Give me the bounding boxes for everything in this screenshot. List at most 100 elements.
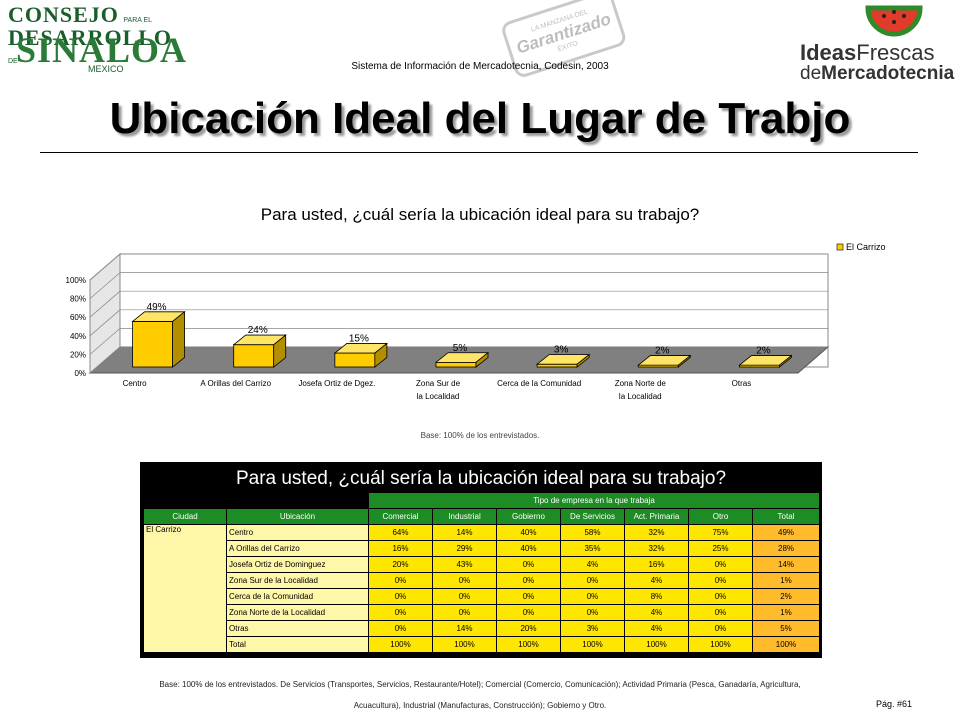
table-cell: 20%: [368, 556, 433, 573]
table-cell: 0%: [432, 572, 497, 589]
bar-side: [172, 310, 185, 368]
bar-side: [273, 334, 287, 368]
chart-gridline: [89, 290, 121, 318]
system-caption: Sistema de Información de Mercadotecnia,…: [351, 61, 609, 72]
y-tick-label: 80%: [70, 295, 86, 304]
logo-line2-small: DE: [8, 58, 18, 65]
logo-sinaloa: SINALOA: [16, 30, 188, 70]
bar-data-label: 2%: [756, 346, 771, 357]
table-group-header-row: Tipo de empresa en la que trabaja: [143, 492, 821, 509]
watermelon-icon: [865, 5, 923, 37]
table-cell: 3%: [560, 620, 625, 637]
table-cell: 4%: [624, 620, 689, 637]
y-tick-label: 0%: [74, 369, 86, 378]
table-cell: 16%: [624, 556, 689, 573]
x-tick-label: la Localidad: [619, 392, 662, 401]
table-cell: 58%: [560, 524, 625, 541]
table-row-label: Zona Norte de la Localidad: [226, 604, 369, 621]
table-cell: 0%: [688, 572, 753, 589]
table-row-label: Cerca de la Comunidad: [226, 588, 369, 605]
table-cell: 16%: [368, 540, 433, 557]
bar-side: [779, 354, 792, 368]
table-cell: 0%: [368, 572, 433, 589]
slide-title: Ubicación Ideal del Lugar de Trabjo: [109, 94, 851, 143]
table-header-cell: Industrial: [432, 508, 497, 525]
brand-ideas: Ideas: [800, 40, 857, 65]
chart-legend: [829, 229, 911, 267]
brand-de: de: [800, 63, 822, 84]
table-row: Josefa Ortiz de Dominguez 20% 43% 0% 4% 16% 0%…: [144, 556, 821, 573]
bar-front: [536, 363, 578, 368]
table-cell: 32%: [624, 540, 689, 557]
table-cell: 100%: [432, 636, 497, 653]
bar-front: [435, 361, 477, 368]
table-cell: 75%: [688, 524, 753, 541]
table-cell: 0%: [688, 604, 753, 621]
chart-gridline: [89, 346, 121, 374]
table-cell: 0%: [496, 588, 561, 605]
table-row: A Orillas del Carrizo 16% 29% 40% 35% 32% 25% 2…: [144, 540, 821, 557]
table-cell: 100%: [624, 636, 689, 653]
table-cell: 100%: [751, 636, 821, 653]
table-cell: 4%: [624, 604, 689, 621]
table-cell: 100%: [368, 636, 433, 653]
x-tick-label: Centro: [123, 379, 148, 388]
table-header-cell: Comercial: [368, 508, 433, 525]
table-row-label: Zona Sur de la Localidad: [226, 572, 369, 589]
legend-swatch: [836, 243, 844, 251]
table-cell: 0%: [688, 588, 753, 605]
brand-mercadotecnia: Mercadotecnia: [821, 63, 955, 84]
table-cell: 100%: [560, 636, 625, 653]
brand-frescas: Frescas: [856, 40, 935, 65]
logo-mexico: MEXICO: [88, 64, 124, 74]
bar-data-label: 49%: [147, 302, 167, 313]
table-header-cell: Otro: [688, 508, 753, 525]
table-cell: 0%: [368, 588, 433, 605]
table-header-cell: Act. Primaria: [624, 508, 689, 525]
legend-label: El Carrizo: [846, 242, 886, 252]
page-number: Pág. #61: [876, 699, 913, 709]
table-cell: 0%: [496, 572, 561, 589]
footnote: Base: 100% de los entrevistados. De Serv…: [100, 674, 860, 716]
table-cell: 0%: [368, 620, 433, 637]
x-tick-label: Cerca de la Comunidad: [497, 379, 581, 388]
bar-data-label: 3%: [554, 345, 569, 356]
table-header-cell: Ciudad: [143, 508, 227, 525]
table-cell: 0%: [688, 556, 753, 573]
logo-line1: CONSEJO: [8, 2, 119, 27]
table-cell: 0%: [560, 604, 625, 621]
logo-line1-small: PARA EL: [123, 17, 153, 24]
bar-side: [374, 342, 388, 368]
table-cell: 0%: [560, 572, 625, 589]
table-row-label: Otras: [226, 620, 369, 637]
x-tick-label: Otras: [732, 379, 752, 388]
chart-gridline: [89, 253, 121, 281]
y-tick-label: 60%: [70, 313, 86, 322]
table-blank-cell: [143, 492, 227, 509]
y-tick-label: 100%: [66, 276, 86, 285]
table-cell: 25%: [688, 540, 753, 557]
bar-data-label: 5%: [453, 343, 468, 354]
table-header-cell: Gobierno: [496, 508, 561, 525]
table-cell: 100%: [496, 636, 561, 653]
y-tick-label: 20%: [70, 350, 86, 359]
bar-side: [475, 351, 489, 368]
bar-data-label: 15%: [349, 333, 369, 344]
table-cell: 14%: [432, 524, 497, 541]
table-cell: 14%: [751, 556, 821, 573]
table-cell: 1%: [751, 604, 821, 621]
table-row: Zona Norte de la Localidad 0% 0% 0% 0% 4% 0% 1%: [144, 604, 821, 621]
bar-data-label: 2%: [655, 346, 670, 357]
footnote-line-2: Acuacultura), Industrial (Manufacturas, …: [353, 701, 607, 710]
x-tick-label: A Orillas del Carrizo: [200, 379, 271, 388]
table-cell: 0%: [368, 604, 433, 621]
table-cell: 5%: [751, 620, 821, 637]
chart-gridline: [89, 272, 121, 299]
table-header-cell: De Servicios: [560, 508, 625, 525]
chart-title: Para usted, ¿cuál sería la ubicación ide…: [260, 205, 700, 224]
table-cell: 100%: [688, 636, 753, 653]
x-tick-label: Josefa Ortiz de Dgez.: [298, 379, 375, 388]
table-row-label: Josefa Ortiz de Dominguez: [226, 556, 369, 573]
table-cell: 8%: [624, 588, 689, 605]
bar-front: [233, 344, 275, 368]
